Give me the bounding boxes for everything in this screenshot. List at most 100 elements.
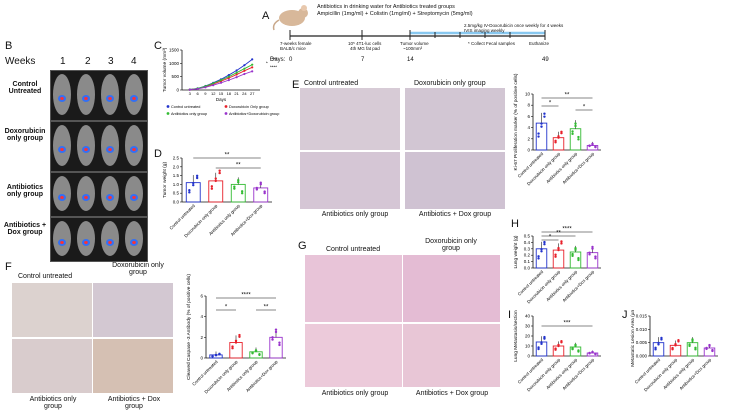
y-tick-label: 0 [527, 354, 530, 359]
point-1-4 [557, 135, 560, 138]
bar-3 [269, 336, 283, 359]
point-0-5 [543, 240, 546, 244]
y-tick-label: 2.0 [173, 164, 180, 169]
sig-label-1: **** [270, 57, 277, 62]
y-tick-label: 6 [200, 294, 203, 299]
legend-label-1: Doxorubicin Only group [229, 105, 269, 109]
tumor-label-2: ~100mm³ [403, 46, 423, 51]
sig-label-2: ** [264, 305, 269, 311]
weeks-label: Weeks [5, 56, 36, 67]
point-1-3 [554, 139, 557, 143]
y-tick-label: 0 [527, 148, 530, 153]
sig-label-2: ** [565, 93, 570, 99]
cells-label-2: 4th MG fat pad [350, 46, 380, 51]
week-2: 2 [85, 56, 91, 67]
point-2-5 [577, 349, 580, 352]
point-2-3 [251, 351, 254, 354]
y-tick-label: 1.0 [173, 182, 180, 187]
chart-ki67: 0 2 4 6 8 10 Ki-67 Proliferation marker (% of … [513, 73, 601, 186]
point-1-3 [554, 347, 557, 350]
mouse-label-1: 7-weeks female [280, 41, 312, 46]
histo-e-label-abxdox: Antibiotics + Dox group [418, 211, 492, 218]
y-tick-label: 1500 [169, 48, 180, 53]
panel-label-c: C [154, 40, 162, 52]
sig-label-1: **** [241, 293, 251, 299]
point-3-3 [588, 144, 591, 147]
series-point-3-8 [251, 70, 254, 73]
y-tick-label: 30 [525, 324, 531, 329]
histo-e-abx [300, 152, 400, 209]
point-0-2 [543, 242, 546, 246]
x-tick-label-0: 3 [189, 91, 192, 96]
y-axis-label: Tumor weight (g) [162, 162, 168, 198]
week-1: 1 [60, 56, 66, 67]
row-label-dox: Doxorubicin only group [4, 128, 46, 142]
point-0-4 [214, 353, 218, 357]
x-tick-label-8: 27 [250, 91, 255, 96]
histo-f-label-abxdox: Antibiotics + Dox group [107, 396, 161, 410]
x-tick-label-7: 24 [242, 91, 247, 96]
point-2-4 [691, 338, 694, 341]
point-3-3 [705, 346, 708, 350]
day-14: 14 [407, 57, 414, 63]
y-tick-label: 40 [525, 314, 531, 319]
point-0-4 [192, 181, 195, 185]
y-tick-label: 500 [171, 74, 179, 79]
histo-e-dox [405, 88, 505, 150]
mouse-body-r3-w1 [53, 221, 71, 256]
mouse-body-r0-w4 [125, 74, 143, 115]
point-3-3 [588, 351, 591, 355]
point-0-2 [543, 115, 546, 118]
point-0-0 [537, 257, 540, 260]
series-point-3-4 [219, 81, 223, 84]
series-point-2-7 [243, 67, 246, 70]
row-label-abx: Antibiotics only group [6, 184, 44, 198]
bar-1 [669, 344, 682, 357]
histo-e-label-dox: Doxorubicin only group [414, 80, 486, 87]
y-tick-label: 0.3 [524, 246, 531, 251]
y-tick-label: 0.000 [636, 354, 648, 359]
point-0-0 [537, 135, 540, 138]
point-0-5 [195, 174, 199, 178]
point-2-1 [574, 248, 577, 252]
days-label: Days: [270, 57, 286, 63]
lum-core-r0-w2 [84, 97, 88, 100]
y-tick-label: 0.1 [524, 259, 531, 264]
point-2-4 [574, 122, 577, 125]
series-point-0-5 [227, 73, 230, 77]
bar-1 [552, 249, 565, 269]
histo-e-control [300, 88, 400, 150]
y-tick-label: 2.5 [173, 156, 180, 161]
histo-f-label-control: Control untreated [18, 273, 73, 280]
row-label-control: Control Untreated [8, 81, 42, 95]
point-0-5 [543, 112, 546, 115]
series-point-3-1 [196, 87, 199, 91]
euthanize-label: Euthanize [529, 41, 550, 46]
y-tick-label: 4 [200, 314, 203, 319]
series-point-2-8 [251, 63, 254, 66]
sig-label-0: * [549, 101, 552, 107]
point-3-4 [259, 181, 262, 184]
x-tick-label-3: Antibiotics+Dox group [561, 357, 595, 391]
point-3-3 [271, 336, 274, 339]
point-2-4 [237, 178, 240, 182]
histo-e-abxdox [405, 152, 505, 209]
point-0-4 [657, 341, 660, 345]
series-point-2-4 [219, 79, 223, 82]
histo-g-abx [305, 324, 402, 387]
series-point-3-5 [227, 79, 230, 82]
point-3-5 [594, 255, 597, 258]
y-tick-label: 2 [527, 136, 530, 141]
week-4: 4 [131, 56, 137, 67]
point-1-5 [560, 130, 563, 133]
histo-e-label-control: Control untreated [304, 80, 359, 87]
y-tick-label: 10 [525, 344, 531, 349]
point-1-0 [210, 187, 214, 190]
x-tick-label-3: Antibiotics+Dox group [561, 151, 595, 185]
point-1-3 [210, 185, 214, 188]
lum-core-r2-w3 [108, 196, 112, 199]
legend-marker-0 [166, 105, 170, 108]
y-tick-label: 10 [525, 92, 531, 97]
panel-label-a: A [262, 10, 270, 22]
